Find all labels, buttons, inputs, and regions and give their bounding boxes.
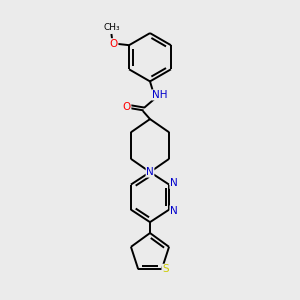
Text: NH: NH (152, 90, 167, 100)
Text: N: N (170, 206, 178, 216)
Text: O: O (123, 102, 131, 112)
Text: CH₃: CH₃ (103, 23, 120, 32)
Text: O: O (110, 39, 118, 49)
Text: S: S (162, 264, 169, 274)
Text: N: N (146, 167, 154, 177)
Text: N: N (170, 178, 178, 188)
